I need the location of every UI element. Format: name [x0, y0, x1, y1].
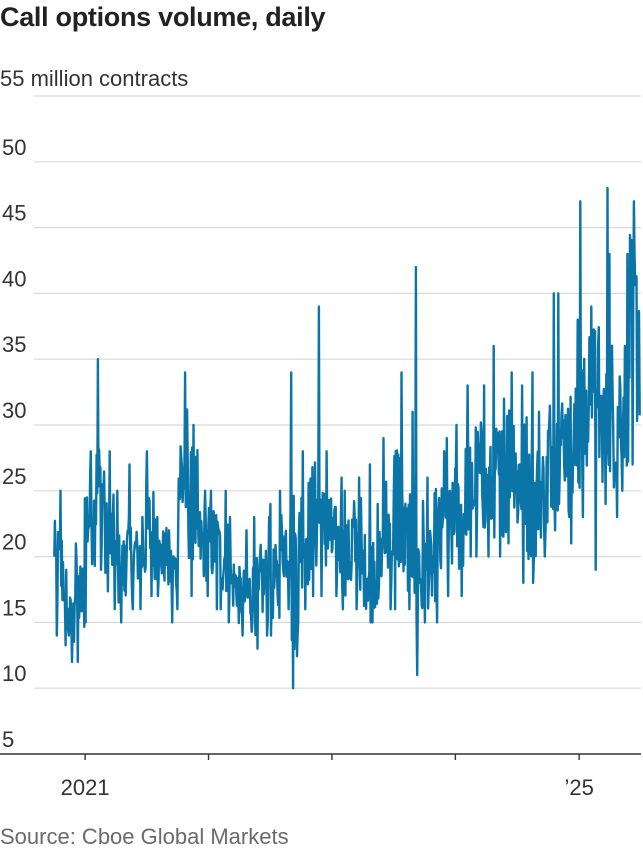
y-tick-label-20: 20 — [2, 530, 26, 555]
x-axis: 2021 ’25 — [0, 753, 641, 800]
x-tick-label-2021: 2021 — [61, 775, 110, 800]
series-line — [53, 186, 641, 690]
y-tick-label-25: 25 — [2, 464, 26, 489]
x-tick-label-2025: ’25 — [564, 775, 593, 800]
y-axis-ticks: 5 10 15 20 25 30 35 40 45 50 — [2, 135, 26, 752]
y-tick-label-45: 45 — [2, 201, 26, 226]
gridlines — [34, 95, 641, 689]
y-tick-label-40: 40 — [2, 266, 26, 291]
y-tick-label-10: 10 — [2, 661, 26, 686]
chart-title: Call options volume, daily — [0, 2, 326, 32]
y-tick-label-50: 50 — [2, 135, 26, 160]
y-tick-label-30: 30 — [2, 398, 26, 423]
chart-source: Source: Cboe Global Markets — [0, 824, 289, 849]
y-axis-unit-label: 55 million contracts — [0, 66, 189, 91]
y-tick-label-15: 15 — [2, 595, 26, 620]
y-tick-label-35: 35 — [2, 332, 26, 357]
y-tick-label-5: 5 — [2, 727, 14, 752]
series-layer — [53, 186, 641, 690]
